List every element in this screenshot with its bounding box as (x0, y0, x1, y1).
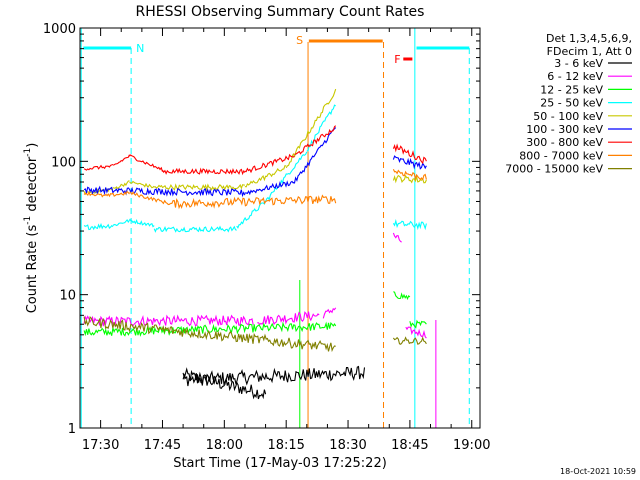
footer-date: 18-Oct-2021 10:59 (560, 467, 636, 476)
chart-title: RHESSI Observing Summary Count Rates (136, 4, 425, 20)
legend-label: 7000 - 15000 keV (505, 163, 603, 176)
series-line (405, 326, 427, 339)
legend-label: 25 - 50 keV (540, 97, 603, 110)
x-tick-label: 17:30 (82, 438, 119, 453)
y-tick-label: 1000 (43, 22, 76, 37)
series-line (83, 163, 114, 171)
legend-label: 800 - 7000 keV (519, 149, 603, 162)
x-tick-label: 17:45 (144, 438, 181, 453)
legend-label: 50 - 100 keV (533, 110, 603, 123)
flare-marker-label: F (394, 53, 400, 66)
x-axis-label: Start Time (17-May-03 17:25:22) (173, 456, 387, 471)
series-line (306, 104, 336, 152)
x-tick-label: 18:45 (391, 438, 428, 453)
series-line (112, 154, 131, 166)
series-line (112, 180, 130, 190)
series-line (162, 167, 246, 176)
series-line (392, 232, 402, 243)
legend-header-1: Det 1,3,4,5,6,9, (546, 32, 632, 45)
y-tick-label: 10 (59, 289, 76, 304)
series-line (154, 183, 245, 192)
series-line (129, 191, 172, 206)
series-line (129, 180, 155, 189)
x-tick-label: 19:00 (453, 438, 490, 453)
series-line (129, 154, 164, 172)
x-tick-label: 18:00 (206, 438, 243, 453)
series-line (104, 190, 130, 198)
observing-intervals: N S F (80, 28, 470, 428)
plot-frame (79, 27, 481, 429)
series-line (393, 291, 411, 301)
legend-label: 100 - 300 keV (526, 123, 603, 136)
series-line (294, 125, 337, 155)
legend-header-2: FDecim 1, Att 0 (547, 45, 632, 58)
series-line (129, 218, 155, 228)
legend-label: 300 - 800 keV (526, 136, 603, 149)
series-line (112, 218, 130, 227)
night-marker-label: N (136, 42, 144, 55)
series-line (244, 165, 287, 188)
saa-marker-label: S (296, 34, 303, 47)
series-line (153, 225, 237, 233)
series-line (322, 307, 337, 319)
series-line (293, 127, 337, 184)
series-line (392, 174, 427, 184)
series-line (83, 191, 105, 198)
series-line (244, 153, 295, 174)
x-tick-label: 18:30 (329, 438, 366, 453)
series-line (265, 151, 308, 202)
series-line (392, 336, 427, 345)
series-line (83, 185, 246, 198)
y-axis-label: Count Rate (s-1 detector-1) (23, 143, 40, 314)
series-line (392, 169, 427, 181)
y-tick-label: 1 (68, 422, 76, 437)
series-line (244, 180, 295, 196)
series-line (392, 155, 427, 170)
y-tick-label: 100 (51, 155, 76, 170)
series-line (83, 316, 336, 353)
legend-label: 6 - 12 keV (547, 70, 603, 83)
series-line (83, 314, 254, 328)
series-line (83, 321, 337, 337)
x-tick-label: 18:15 (267, 438, 304, 453)
series-line (392, 218, 427, 231)
series-line (83, 222, 114, 231)
legend-label: 12 - 25 keV (540, 83, 603, 96)
series-line (170, 194, 337, 210)
series-line (392, 143, 427, 165)
series-line (182, 367, 267, 400)
series-line (182, 365, 366, 387)
series-layer (83, 88, 427, 400)
legend-label: 3 - 6 keV (554, 57, 603, 70)
series-line (236, 200, 267, 229)
series-line (257, 311, 320, 326)
series-line (409, 319, 427, 329)
axis-ticks: 17:30 17:45 18:00 18:15 18:30 18:45 19:00 1 10 10… (43, 22, 491, 453)
legend: Det 1,3,4,5,6,9, FDecim 1, Att 0 3 - 6 k… (505, 32, 632, 176)
